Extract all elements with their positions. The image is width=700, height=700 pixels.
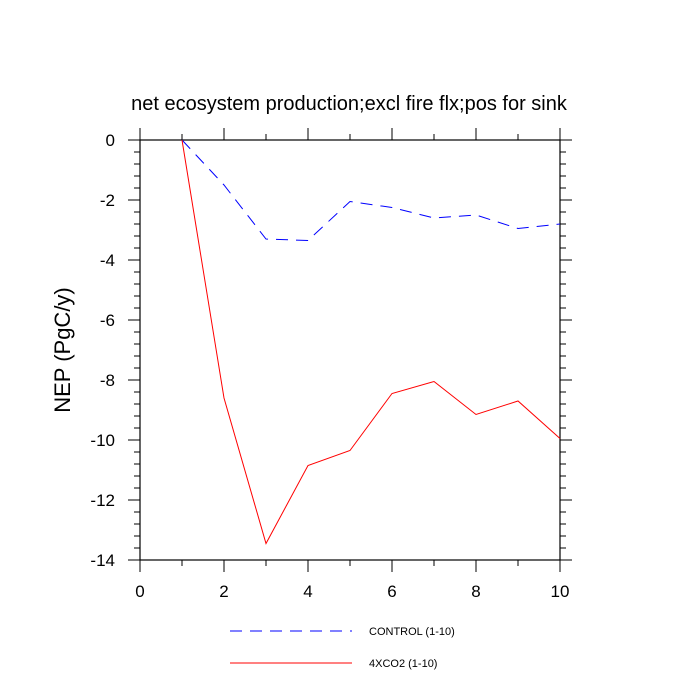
x-tick-label: 8	[471, 582, 480, 601]
series-line-control	[181, 139, 561, 242]
series-lines	[181, 139, 561, 545]
y-tick-label: 0	[106, 131, 115, 150]
legend: CONTROL (1-10) 4XCO2 (1-10)	[230, 626, 455, 670]
y-tick-label: -10	[90, 431, 115, 450]
x-tick-label: 4	[303, 582, 312, 601]
plot-frame	[139, 139, 561, 561]
series-line-4xco2	[181, 139, 561, 545]
x-tick-label: 10	[551, 582, 570, 601]
x-tick-label: 0	[135, 582, 144, 601]
tick-labels: 0 2 4 6 8 10 0 -2 -4 -6 -8 -10 -12 -14	[90, 131, 569, 601]
x-tick-label: 6	[387, 582, 396, 601]
y-tick-label: -14	[90, 551, 115, 570]
y-tick-label: -8	[100, 371, 115, 390]
axis-ticks	[128, 128, 572, 572]
x-tick-label: 2	[219, 582, 228, 601]
chart-title: net ecosystem production;excl fire flx;p…	[131, 93, 568, 115]
y-tick-label: -4	[100, 251, 115, 270]
legend-label: 4XCO2 (1-10)	[369, 658, 437, 670]
y-tick-label: -2	[100, 191, 115, 210]
y-tick-label: -12	[90, 491, 115, 510]
y-axis-label: NEP (PgC/y)	[50, 287, 75, 413]
legend-label: CONTROL (1-10)	[369, 626, 455, 638]
y-tick-label: -6	[100, 311, 115, 330]
